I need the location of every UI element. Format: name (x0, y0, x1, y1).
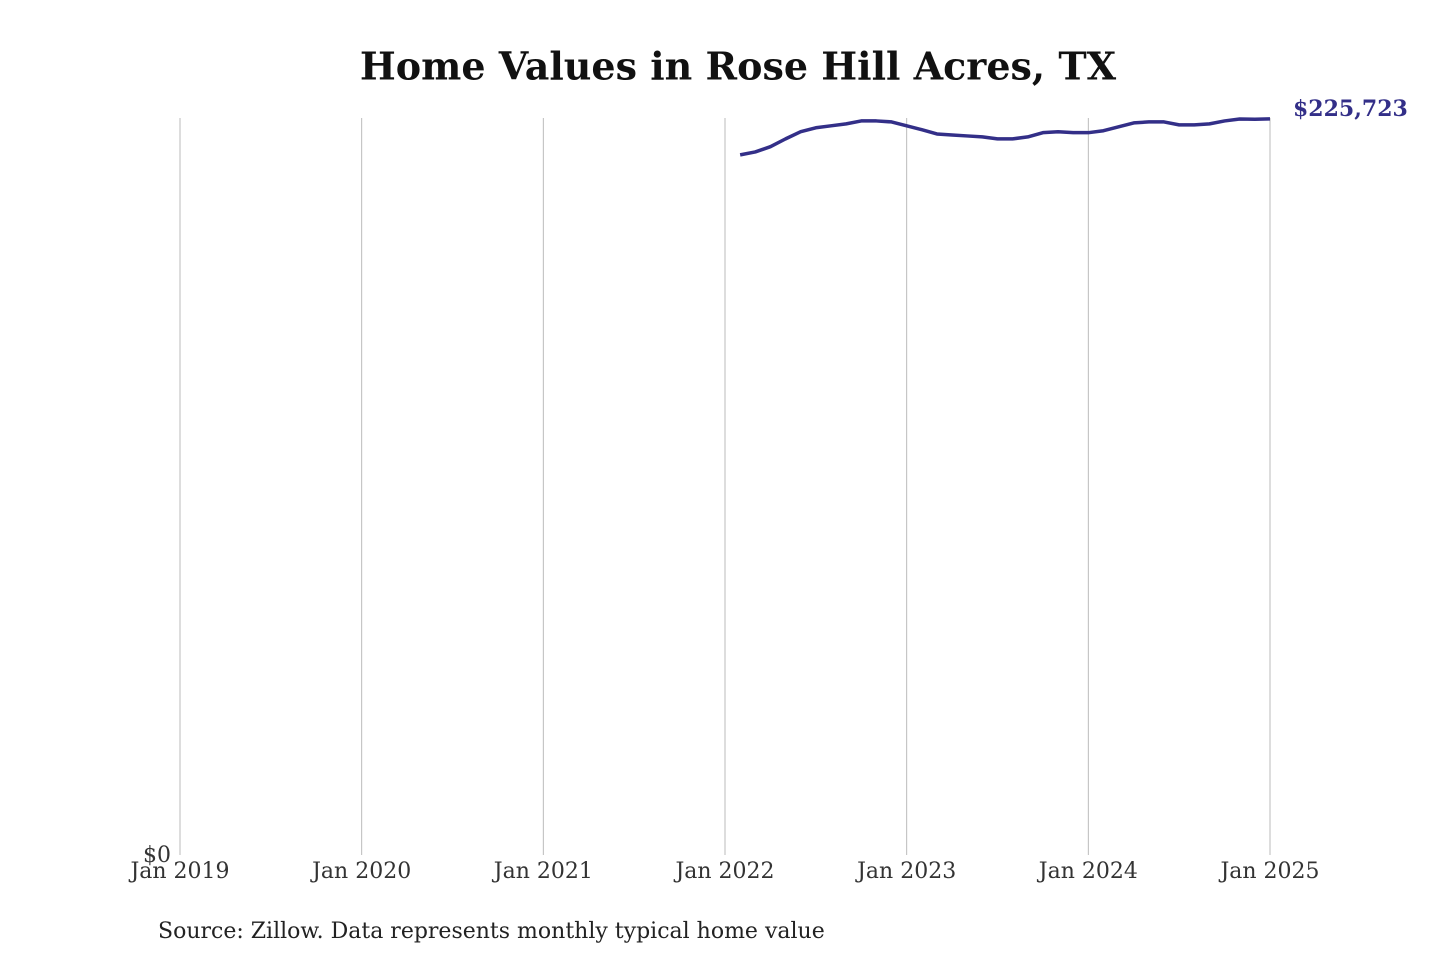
source-note: Source: Zillow. Data represents monthly … (158, 919, 825, 944)
y-tick-label: $0 (143, 843, 171, 868)
x-tick-label: Jan 2021 (492, 859, 593, 884)
x-tick-label: Jan 2024 (1037, 859, 1138, 884)
value-label: $225,723 (1293, 96, 1408, 122)
x-tick-label: Jan 2019 (128, 859, 229, 884)
data-line (739, 117, 1271, 157)
x-tick-label: Jan 2022 (673, 859, 774, 884)
x-tick-label: Jan 2023 (855, 859, 956, 884)
x-tick-label: Jan 2020 (310, 859, 411, 884)
x-tick-label: Jan 2025 (1218, 859, 1319, 884)
chart-title: Home Values in Rose Hill Acres, TX (360, 44, 1117, 89)
